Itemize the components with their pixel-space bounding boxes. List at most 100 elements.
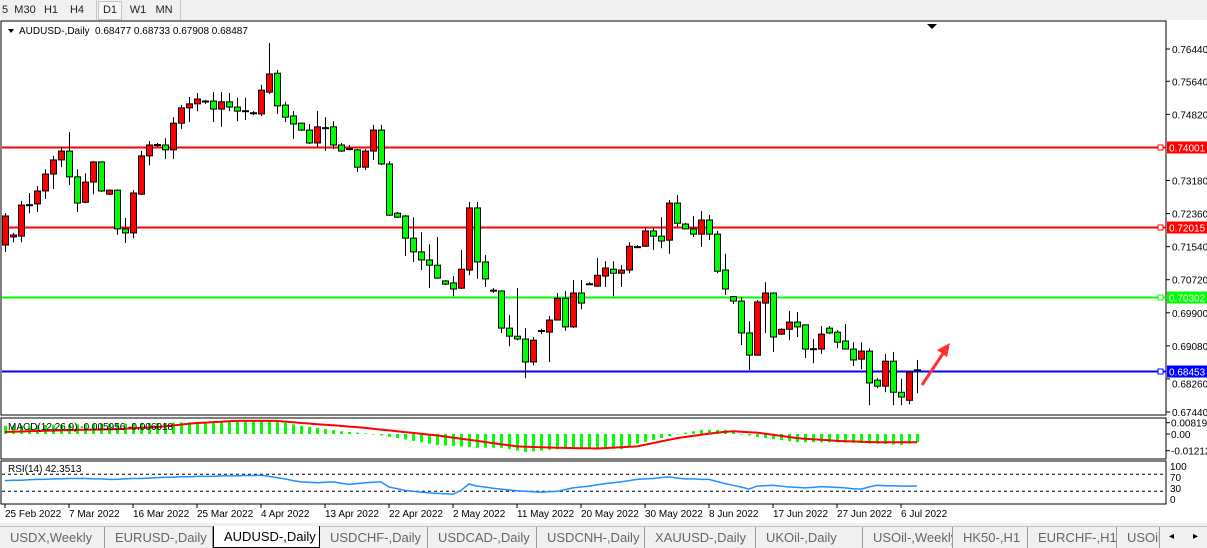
candle-body-down [234, 106, 241, 112]
trend-arrow-icon[interactable] [920, 343, 950, 386]
candle-body-down [122, 228, 129, 234]
candle [26, 192, 33, 214]
macd-histogram-bar [380, 434, 383, 436]
tab-ukoil-daily[interactable]: UKOil-,Daily [756, 527, 863, 548]
chart-shift-marker-icon[interactable] [927, 24, 937, 29]
macd-histogram-bar [444, 434, 447, 446]
macd-histogram-bar [404, 434, 407, 440]
macd-histogram-bar [684, 432, 687, 434]
price-axis: 0.76440 0.75640 0.74820 0.73180 0.72360 0.715… [1166, 45, 1207, 419]
timeframe-m30[interactable]: M30 [14, 4, 36, 16]
candle [282, 101, 289, 123]
timeframe-d1[interactable]: D1 [98, 1, 122, 20]
candle [114, 189, 121, 235]
macd-histogram-bar [236, 421, 239, 434]
level-handle[interactable] [1157, 144, 1164, 151]
candle-body-down [98, 161, 105, 192]
candle-body-up [370, 129, 377, 152]
candle-body-up [458, 268, 465, 289]
date-tick-label: 13 Apr 2022 [325, 509, 379, 520]
candle [730, 296, 737, 304]
candle-body-up [170, 122, 177, 151]
candle-body-up [626, 245, 633, 271]
price-chart[interactable]: 0.74001 0.72015 0.70302 0.68453 0.0081970.0… [0, 20, 1207, 523]
macd-histogram-bar [580, 434, 583, 449]
candle-body-down [794, 321, 801, 328]
timeframe-h4[interactable]: H4 [69, 4, 85, 16]
candle-body-down [306, 129, 313, 144]
price-tick-label: 0.73180 [1172, 176, 1207, 187]
candle-body-down [498, 290, 505, 329]
tab-hk50-h1[interactable]: HK50-,H1 [953, 527, 1028, 548]
candle-body-down [162, 144, 169, 151]
candle [370, 124, 377, 160]
timeframe-h1[interactable]: H1 [43, 4, 59, 16]
macd-histogram-bar [396, 434, 399, 439]
tab-scroll-left-icon[interactable]: ◂ [1169, 531, 1175, 542]
candle-body-up [146, 144, 153, 157]
candle [362, 149, 369, 170]
candle [338, 142, 345, 152]
tab-usdx-weekly[interactable]: USDX,Weekly [0, 527, 105, 548]
level-price-badge [1167, 221, 1207, 234]
chart-window[interactable]: 0.74001 0.72015 0.70302 0.68453 0.0081970.0… [0, 20, 1207, 523]
macd-histogram-bar [212, 421, 215, 434]
macd-histogram-bar [708, 429, 711, 434]
macd-histogram-bar [316, 427, 319, 434]
tab-eurusd-daily[interactable]: EURUSD-,Daily [105, 527, 213, 548]
tab-eurchf-h1[interactable]: EURCHF-,H1 [1028, 527, 1117, 548]
candle [570, 280, 577, 329]
macd-label: MACD(12,26,9) -0.005956 -0.006018 [8, 422, 174, 433]
candle [858, 342, 865, 370]
candle [594, 257, 601, 287]
candle [898, 378, 905, 406]
tab-usoil-weekly[interactable]: USOil-,Weekly [863, 527, 953, 548]
candle [50, 155, 57, 189]
rsi-tick-label: 0 [1170, 495, 1176, 506]
candle [42, 169, 49, 200]
candle-body-up [186, 103, 193, 109]
candle [602, 261, 609, 287]
tab-usdcnh-daily[interactable]: USDCNH-,Daily [537, 527, 645, 548]
candle-body-up [762, 292, 769, 304]
toolbar-separator [180, 0, 181, 20]
candle [794, 311, 801, 337]
timeframe-mn[interactable]: MN [155, 4, 173, 16]
timeframe-5[interactable]: 5 [1, 4, 9, 16]
candle-body-down [298, 122, 305, 131]
candle-body-down [874, 379, 881, 387]
candle-body-down [802, 324, 809, 350]
date-tick-label: 20 May 2022 [581, 509, 639, 520]
candle-body-down [74, 176, 81, 204]
level-price-label: 0.72015 [1169, 224, 1206, 235]
tab-usdchf-daily[interactable]: USDCHF-,Daily [320, 527, 428, 548]
level-price-badge [1167, 291, 1207, 304]
macd-histogram-bar [324, 429, 327, 434]
candle [610, 261, 617, 297]
tab-xauusd-daily[interactable]: XAUUSD-,Daily [645, 527, 756, 548]
date-tick-label: 8 Jun 2022 [709, 509, 759, 520]
candle-body-down [674, 202, 681, 224]
candle [626, 242, 633, 274]
candle-body-down [650, 230, 657, 237]
candle [810, 338, 817, 364]
candle [154, 142, 161, 148]
tab-usdcad-daily[interactable]: USDCAD-,Daily [428, 527, 537, 548]
symbol-dropdown-triangle-icon[interactable] [8, 29, 14, 33]
macd-histogram-bar [740, 434, 743, 435]
tab-scroll-right-icon[interactable]: ▸ [1193, 531, 1199, 542]
timeframe-w1[interactable]: W1 [129, 4, 147, 16]
date-tick-label: 16 Mar 2022 [133, 509, 190, 520]
tab-audusd-daily[interactable]: AUDUSD-,Daily [213, 526, 320, 548]
candle [98, 161, 105, 193]
candle-body-down [274, 72, 281, 107]
tab-usoil-h1[interactable]: USOil-,H1 [1117, 527, 1160, 548]
macd-signal-line [4, 419, 917, 450]
macd-tick-label: 0.008197 [1171, 419, 1207, 430]
level-handle[interactable] [1157, 368, 1164, 375]
level-handle[interactable] [1157, 224, 1164, 231]
candle [490, 288, 497, 294]
level-handle[interactable] [1157, 294, 1164, 301]
candle-body-up [858, 350, 865, 360]
macd-histogram-bar [692, 431, 695, 434]
